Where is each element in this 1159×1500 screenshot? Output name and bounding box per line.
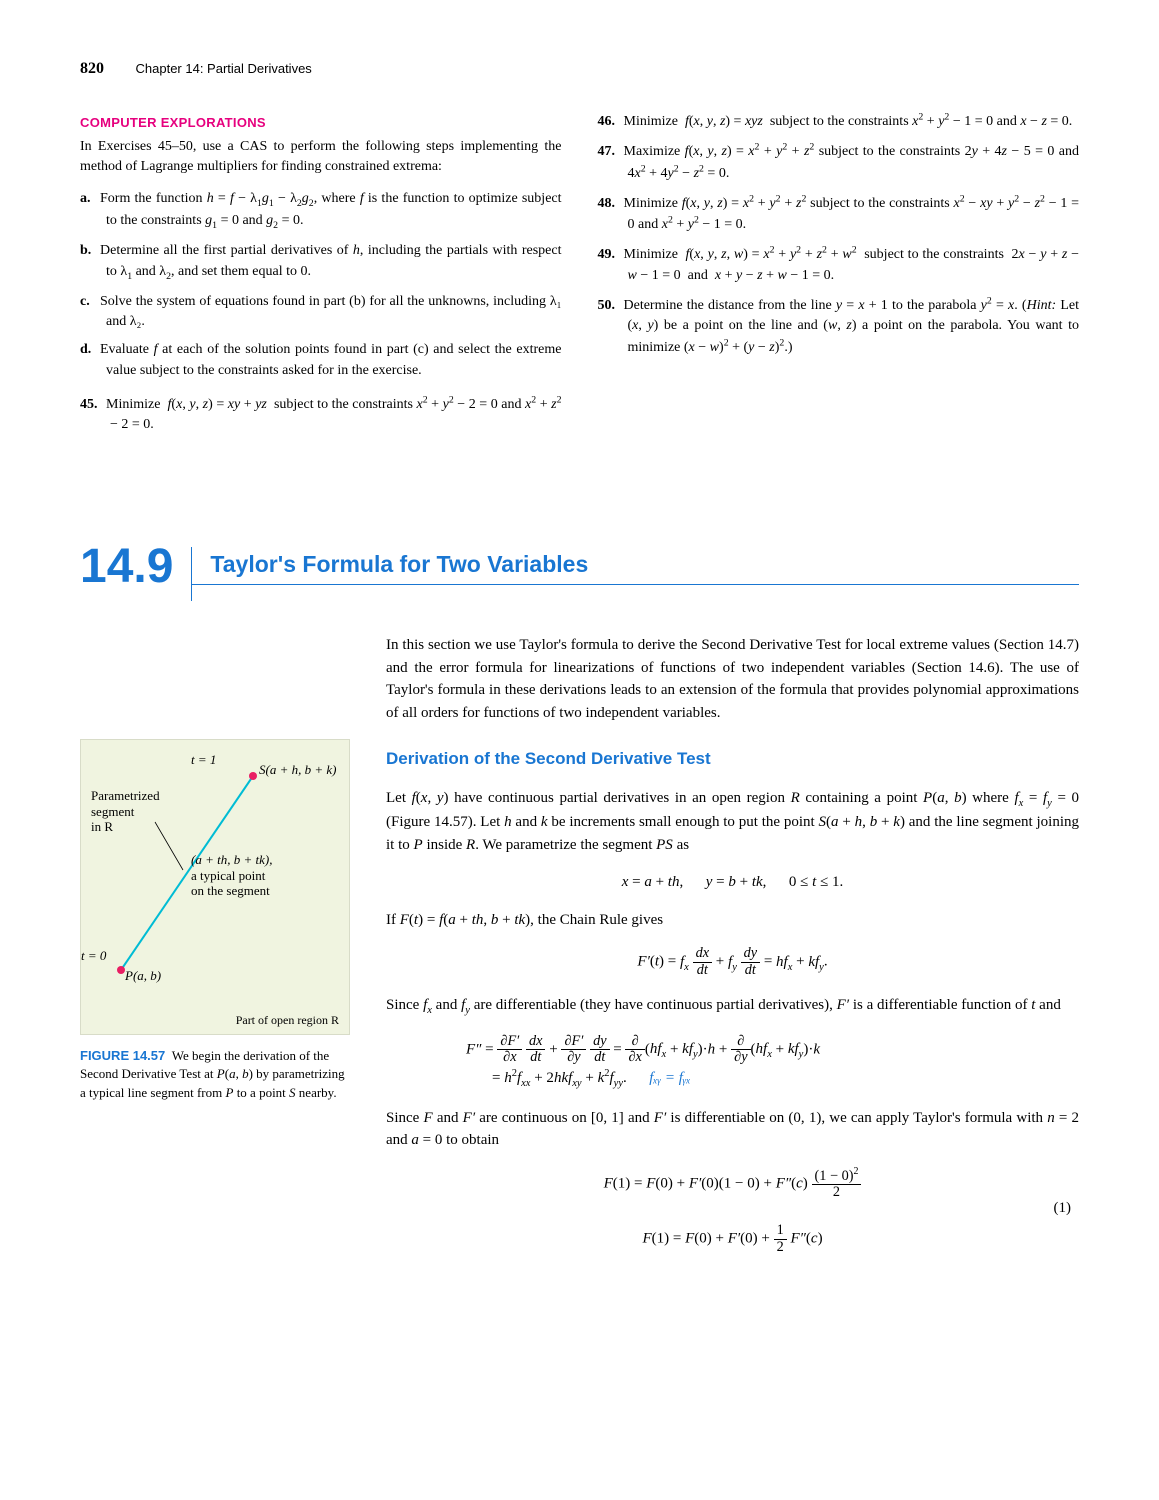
fig-mid-label: (a + th, b + tk), a typical point on the… — [191, 852, 272, 899]
figure-caption: FIGURE 14.57 We begin the derivation of … — [80, 1047, 350, 1102]
exercise-text: Maximize f(x, y, z) = x2 + y2 + z2 subje… — [624, 144, 1080, 181]
exercise-text: Minimize f(x, y, z) = xy + yz subject to… — [106, 397, 562, 432]
exercise-46: 46.Minimize f(x, y, z) = xyz subject to … — [598, 110, 1080, 132]
step-d: d.Evaluate f at each of the solution poi… — [80, 340, 562, 381]
exercise-text: Minimize f(x, y, z, w) = x2 + y2 + z2 + … — [624, 247, 1080, 282]
para-4: Since F and F′ are continuous on [0, 1] … — [386, 1107, 1079, 1152]
exercises-left-column: COMPUTER EXPLORATIONS In Exercises 45–50… — [80, 110, 562, 443]
equation-number: (1) — [1054, 1197, 1072, 1220]
exercise-list-right: 46.Minimize f(x, y, z) = xyz subject to … — [598, 110, 1080, 358]
equation-parametrize: x = a + th, y = b + tk, 0 ≤ t ≤ 1. — [386, 871, 1079, 894]
page-number: 820 — [80, 60, 104, 77]
section-intro: In this section we use Taylor's formula … — [386, 634, 1079, 724]
side-note: fₓᵧ = fᵧₓ — [649, 1070, 690, 1086]
exercise-text: Minimize f(x, y, z) = x2 + y2 + z2 subje… — [624, 196, 1080, 233]
exercises-right-column: 46.Minimize f(x, y, z) = xyz subject to … — [598, 110, 1080, 443]
equation-taylor: F(1) = F(0) + F′(0)(1 − 0) + F″(c) (1 − … — [386, 1167, 1079, 1256]
step-a: a.Form the function h = f − λ1g1 − λ2g2,… — [80, 189, 562, 233]
exercise-text: Minimize f(x, y, z) = xyz subject to the… — [624, 114, 1073, 129]
step-text: Determine all the first partial derivati… — [100, 243, 562, 278]
step-text: Solve the system of equations found in p… — [100, 294, 562, 329]
para-1: Let f(x, y) have continuous partial deri… — [386, 787, 1079, 857]
exercise-45: 45.Minimize f(x, y, z) = xy + yz subject… — [80, 393, 562, 435]
fig-S-label: S(a + h, b + k) — [259, 762, 336, 778]
step-label: d. — [80, 340, 100, 360]
exercise-text: Determine the distance from the line y =… — [624, 298, 1080, 355]
exercise-49: 49.Minimize f(x, y, z, w) = x2 + y2 + z2… — [598, 244, 1080, 286]
exercise-list-left: 45.Minimize f(x, y, z) = xy + yz subject… — [80, 393, 562, 435]
step-label: b. — [80, 241, 100, 261]
figure-label: FIGURE 14.57 — [80, 1048, 165, 1063]
fig-param-label: Parametrized segment in R — [91, 788, 160, 835]
fig-t1-label: t = 1 — [191, 752, 216, 768]
para-2: If F(t) = f(a + th, b + tk), the Chain R… — [386, 909, 1079, 932]
exercise-number: 46. — [598, 112, 624, 132]
exercise-47: 47.Maximize f(x, y, z) = x2 + y2 + z2 su… — [598, 140, 1080, 184]
step-c: c.Solve the system of equations found in… — [80, 292, 562, 333]
exercise-50: 50.Determine the distance from the line … — [598, 294, 1080, 358]
exercise-number: 49. — [598, 245, 624, 265]
exercise-number: 50. — [598, 296, 624, 316]
steps-list: a.Form the function h = f − λ1g1 − λ2g2,… — [80, 189, 562, 380]
subheading: Derivation of the Second Derivative Test — [386, 746, 1079, 772]
page-header: 820 Chapter 14: Partial Derivatives — [80, 60, 1079, 78]
exercise-number: 48. — [598, 194, 624, 214]
section-body: t = 1 S(a + h, b + k) Parametrized segme… — [80, 619, 1079, 1267]
para-3: Since fx and fy are differentiable (they… — [386, 994, 1079, 1019]
equation-Fpp: F″ = ∂F′∂x dxdt + ∂F′∂y dydt = ∂∂x(hfx +… — [386, 1034, 1079, 1092]
fig-P-label: P(a, b) — [125, 968, 161, 984]
chapter-label: Chapter 14: Partial Derivatives — [136, 61, 312, 76]
exercise-number: 47. — [598, 142, 624, 162]
aside-column: t = 1 S(a + h, b + k) Parametrized segme… — [80, 619, 350, 1267]
step-label: c. — [80, 292, 100, 312]
fig-region-label: Part of open region R — [236, 1013, 339, 1028]
exercises-block: COMPUTER EXPLORATIONS In Exercises 45–50… — [80, 110, 1079, 443]
exercise-number: 45. — [80, 395, 106, 415]
step-text: Form the function h = f − λ1g1 − λ2g2, w… — [100, 191, 562, 228]
equation-Fprime: F′(t) = fx dxdt + fy dydt = hfx + kfy. — [386, 946, 1079, 978]
step-label: a. — [80, 189, 100, 209]
figure-14-57: t = 1 S(a + h, b + k) Parametrized segme… — [80, 739, 350, 1035]
step-b: b.Determine all the first partial deriva… — [80, 241, 562, 283]
explorations-heading: COMPUTER EXPLORATIONS — [80, 114, 562, 133]
exercise-48: 48.Minimize f(x, y, z) = x2 + y2 + z2 su… — [598, 192, 1080, 236]
fig-t0-label: t = 0 — [81, 948, 106, 964]
section-header: 14.9 Taylor's Formula for Two Variables — [80, 543, 1079, 601]
section-number: 14.9 — [80, 543, 191, 591]
section-title: Taylor's Formula for Two Variables — [191, 547, 1079, 585]
step-text: Evaluate f at each of the solution point… — [100, 342, 562, 377]
main-column: In this section we use Taylor's formula … — [386, 619, 1079, 1267]
explorations-intro: In Exercises 45–50, use a CAS to perform… — [80, 137, 562, 178]
